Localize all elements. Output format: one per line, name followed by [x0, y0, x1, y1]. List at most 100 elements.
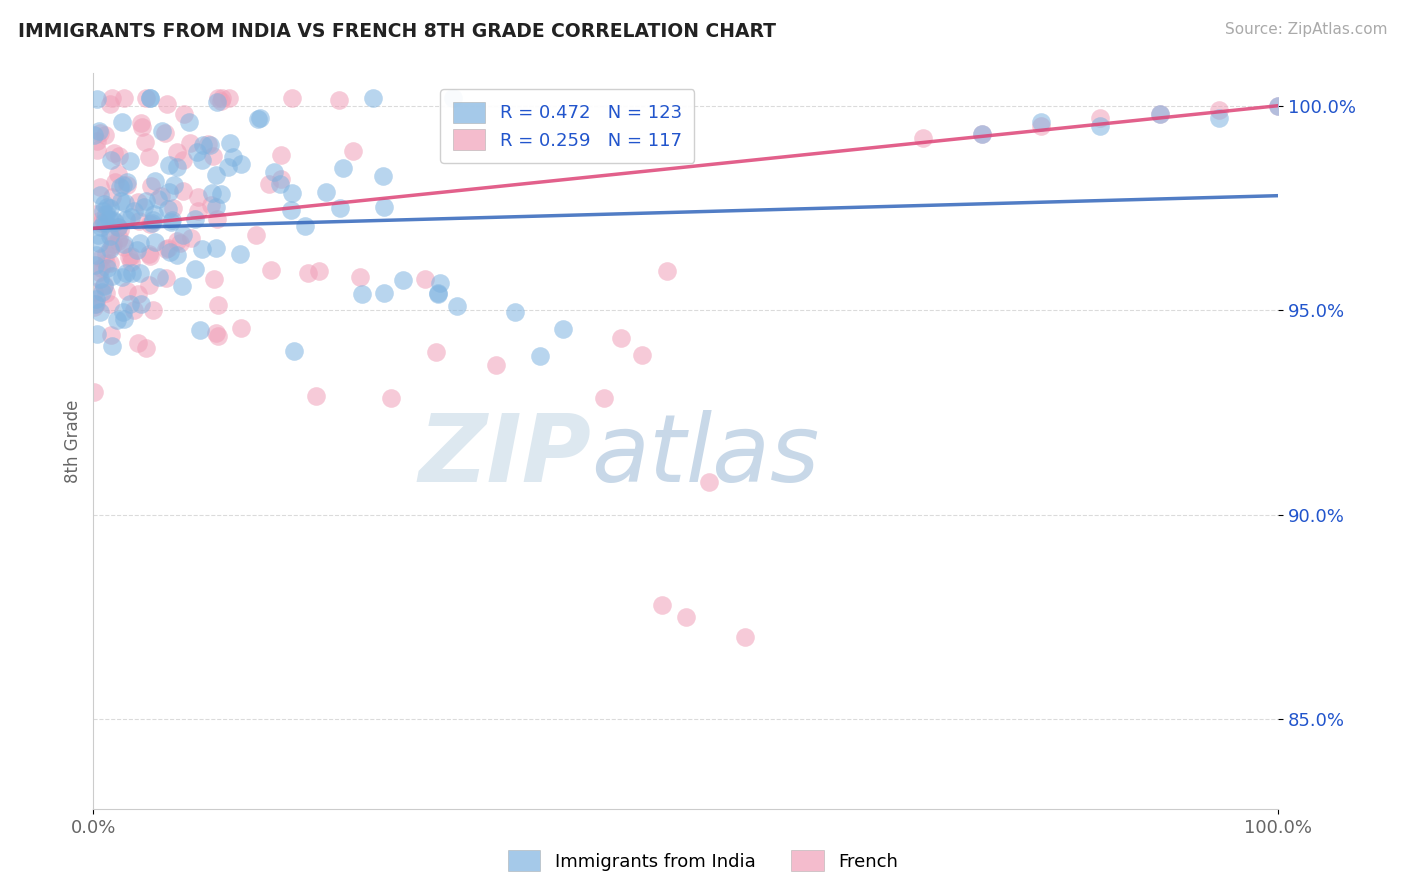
Point — [283, 343, 305, 358]
Point — [131, 297, 153, 311]
Point — [107, 167, 129, 181]
Point — [115, 178, 138, 192]
Point — [97, 212, 120, 227]
Point — [84, 297, 107, 311]
Point — [187, 204, 209, 219]
Point — [94, 128, 117, 142]
Point — [122, 302, 145, 317]
Point — [87, 124, 110, 138]
Point — [90, 285, 112, 299]
Point — [93, 279, 115, 293]
Point — [98, 225, 121, 239]
Point — [83, 128, 105, 142]
Point — [222, 150, 245, 164]
Text: IMMIGRANTS FROM INDIA VS FRENCH 8TH GRADE CORRELATION CHART: IMMIGRANTS FROM INDIA VS FRENCH 8TH GRAD… — [18, 22, 776, 41]
Point — [150, 123, 173, 137]
Point — [205, 168, 228, 182]
Point — [138, 150, 160, 164]
Point — [86, 207, 108, 221]
Point — [138, 247, 160, 261]
Point — [115, 285, 138, 299]
Point — [205, 326, 228, 340]
Legend: R = 0.472   N = 123, R = 0.259   N = 117: R = 0.472 N = 123, R = 0.259 N = 117 — [440, 89, 695, 162]
Point — [98, 96, 121, 111]
Point — [166, 248, 188, 262]
Point — [191, 242, 214, 256]
Point — [1149, 107, 1171, 121]
Point — [84, 292, 107, 306]
Point — [156, 202, 179, 216]
Point — [118, 297, 141, 311]
Point — [1031, 115, 1053, 129]
Point — [127, 244, 149, 258]
Point — [699, 475, 721, 489]
Point — [205, 95, 228, 109]
Point — [529, 349, 551, 363]
Point — [675, 610, 697, 624]
Point — [108, 149, 131, 163]
Point — [148, 269, 170, 284]
Point — [156, 96, 179, 111]
Text: Source: ZipAtlas.com: Source: ZipAtlas.com — [1225, 22, 1388, 37]
Point — [112, 178, 135, 192]
Point — [209, 94, 232, 108]
Point — [429, 276, 451, 290]
Point — [166, 234, 188, 248]
Point — [90, 251, 112, 265]
Point — [103, 146, 125, 161]
Point — [100, 328, 122, 343]
Point — [651, 598, 673, 612]
Point — [734, 631, 756, 645]
Point — [135, 341, 157, 355]
Point — [184, 212, 207, 227]
Point — [198, 138, 221, 153]
Point — [163, 178, 186, 193]
Point — [84, 258, 107, 272]
Point — [139, 249, 162, 263]
Point — [93, 197, 115, 211]
Y-axis label: 8th Grade: 8th Grade — [65, 400, 82, 483]
Point — [187, 189, 209, 203]
Point — [159, 244, 181, 259]
Point — [207, 90, 229, 104]
Point — [141, 216, 163, 230]
Point — [132, 200, 155, 214]
Point — [139, 90, 162, 104]
Point — [191, 137, 214, 152]
Point — [142, 302, 165, 317]
Point — [446, 299, 468, 313]
Point — [96, 256, 118, 270]
Point — [98, 243, 121, 257]
Point — [329, 201, 352, 215]
Point — [630, 348, 652, 362]
Point — [121, 266, 143, 280]
Point — [207, 298, 229, 312]
Point — [342, 144, 364, 158]
Point — [260, 263, 283, 277]
Point — [281, 186, 304, 200]
Point — [155, 271, 177, 285]
Point — [155, 242, 177, 256]
Point — [485, 358, 508, 372]
Point — [270, 148, 292, 162]
Point — [139, 217, 162, 231]
Point — [128, 214, 150, 228]
Point — [94, 207, 117, 221]
Point — [425, 345, 447, 359]
Point — [211, 90, 233, 104]
Point — [111, 270, 134, 285]
Point — [134, 136, 156, 150]
Point — [101, 236, 124, 251]
Point — [426, 285, 449, 300]
Point — [101, 190, 124, 204]
Point — [127, 287, 149, 301]
Point — [90, 260, 112, 275]
Point — [166, 160, 188, 174]
Point — [90, 219, 112, 234]
Point — [249, 111, 271, 125]
Point — [131, 120, 153, 134]
Point — [86, 326, 108, 341]
Point — [228, 246, 250, 260]
Point — [114, 195, 136, 210]
Point — [305, 389, 328, 403]
